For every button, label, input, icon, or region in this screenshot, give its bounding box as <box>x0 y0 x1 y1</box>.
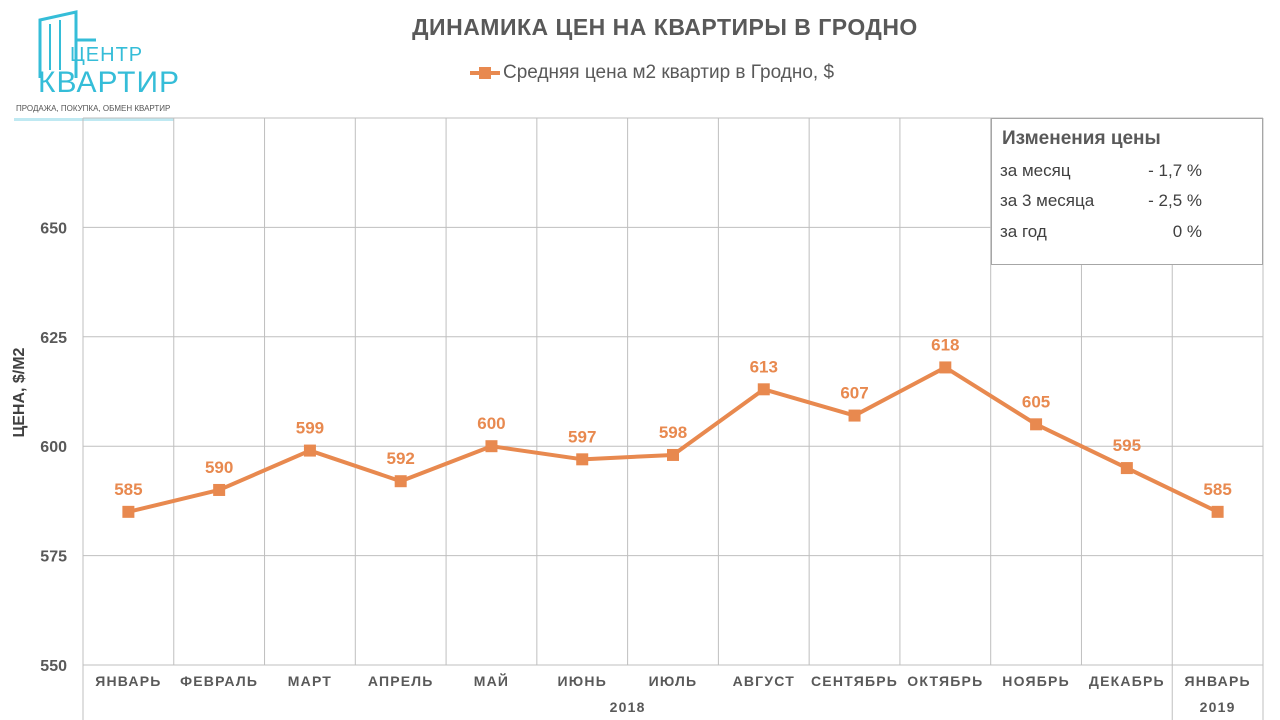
x-tick-label: НОЯБРЬ <box>1002 673 1070 689</box>
data-label: 597 <box>568 427 596 446</box>
price-changes-title: Изменения цены <box>1002 128 1161 149</box>
data-label: 590 <box>205 458 233 477</box>
legend-series-marker <box>470 67 500 79</box>
x-tick-label: ЯНВАРЬ <box>1184 673 1250 689</box>
legend: Средняя цена м2 квартир в Гродно, $ <box>470 60 834 86</box>
x-tick-label: ФЕВРАЛЬ <box>180 673 258 689</box>
year-label: 2019 <box>1200 699 1236 715</box>
legend-series-label: Средняя цена м2 квартир в Гродно, $ <box>503 62 835 83</box>
change-row-3-months: за 3 месяца - 2,5 % <box>1000 191 1202 213</box>
data-point <box>939 361 952 374</box>
change-value: - 1,7 % <box>1148 161 1202 180</box>
logo: ЦЕНТР КВАРТИР ПРОДАЖА, ПОКУПКА, ОБМЕН КВ… <box>14 8 184 126</box>
change-value: - 2,5 % <box>1148 191 1202 210</box>
data-point <box>757 383 770 396</box>
data-label: 600 <box>477 414 505 433</box>
logo-underline <box>14 118 174 121</box>
change-row-month: за месяц - 1,7 % <box>1000 161 1202 183</box>
y-tick-label: 650 <box>40 220 67 237</box>
data-point <box>667 448 679 461</box>
data-point <box>576 453 589 466</box>
y-tick-label: 625 <box>40 330 67 347</box>
data-point <box>1120 462 1133 475</box>
data-point <box>303 444 316 457</box>
change-label: за 3 месяца <box>1000 191 1095 210</box>
data-point <box>485 440 498 453</box>
change-row-year: за год 0 % <box>1000 222 1202 244</box>
data-label: 607 <box>840 384 868 403</box>
data-point <box>1030 418 1043 431</box>
x-tick-label: ДЕКАБРЬ <box>1089 673 1165 689</box>
year-label: 2018 <box>610 699 646 715</box>
x-tick-label: АВГУСТ <box>733 673 795 689</box>
building-icon <box>38 10 96 78</box>
price-changes-box: Изменения цены за месяц - 1,7 % за 3 мес… <box>991 118 1263 265</box>
data-label: 613 <box>750 357 778 376</box>
change-label: за год <box>1000 222 1047 241</box>
data-point <box>213 483 226 496</box>
data-point <box>1211 505 1224 518</box>
data-label: 592 <box>387 449 415 468</box>
x-tick-label: ИЮНЬ <box>557 673 606 689</box>
x-tick-label: МАРТ <box>288 673 332 689</box>
data-point <box>848 409 861 422</box>
y-axis-title: ЦЕНА, $/М2 <box>11 347 28 437</box>
logo-word-center: ЦЕНТР <box>70 44 144 66</box>
data-label: 599 <box>296 419 324 438</box>
y-tick-label: 575 <box>40 549 67 566</box>
logo-word-apartments: КВАРТИР <box>38 66 181 99</box>
x-tick-label: ЯНВАРЬ <box>95 673 161 689</box>
y-tick-label: 600 <box>40 439 67 456</box>
x-tick-label: СЕНТЯБРЬ <box>811 673 898 689</box>
data-point <box>394 475 407 488</box>
x-tick-label: ИЮЛЬ <box>649 673 698 689</box>
data-label: 618 <box>931 335 959 354</box>
logo-tagline: ПРОДАЖА, ПОКУПКА, ОБМЕН КВАРТИР <box>16 104 171 113</box>
x-tick-label: ОКТЯБРЬ <box>907 673 983 689</box>
change-value: 0 % <box>1172 222 1202 241</box>
x-tick-label: АПРЕЛЬ <box>368 673 434 689</box>
data-label: 585 <box>1203 480 1231 499</box>
y-tick-label: 550 <box>40 658 67 675</box>
data-label: 595 <box>1113 436 1141 455</box>
chart-title: ДИНАМИКА ЦЕН НА КВАРТИРЫ В ГРОДНО <box>412 14 918 40</box>
change-label: за месяц <box>1000 161 1071 180</box>
data-point <box>122 505 135 518</box>
data-label: 605 <box>1022 392 1050 411</box>
data-label: 585 <box>114 480 142 499</box>
data-label: 598 <box>659 423 687 442</box>
x-tick-label: МАЙ <box>474 672 509 689</box>
